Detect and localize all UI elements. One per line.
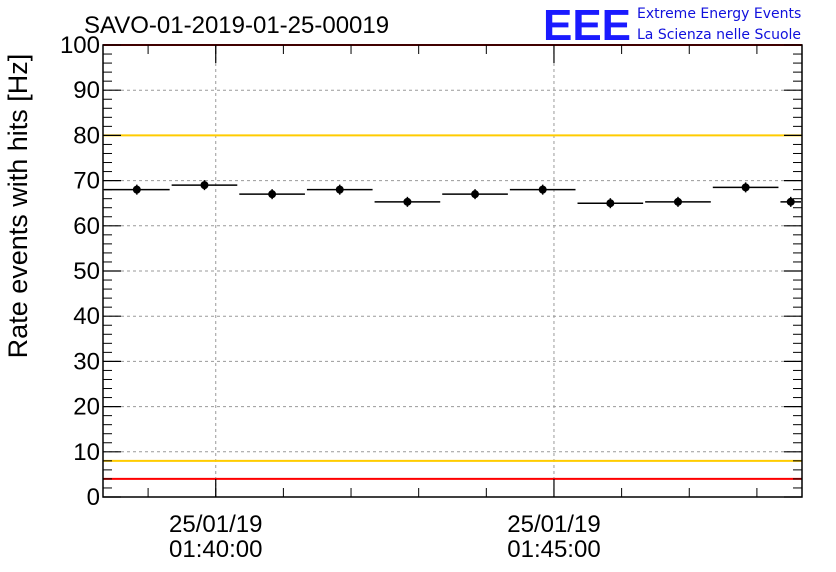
y-axis-label: Rate events with hits [Hz] <box>3 54 33 359</box>
data-point <box>741 183 750 192</box>
data-series <box>104 180 801 209</box>
y-tick-label: 50 <box>73 258 100 285</box>
grid-layer <box>103 45 802 497</box>
y-tick-label: 60 <box>73 213 100 240</box>
data-point <box>335 185 344 194</box>
y-tick-label: 70 <box>73 168 100 195</box>
y-tick-label: 100 <box>60 32 100 59</box>
y-tick-label: 40 <box>73 303 100 330</box>
reference-lines <box>103 44 802 480</box>
data-point <box>132 185 141 194</box>
logo-line-1: Extreme Energy Events <box>637 6 801 22</box>
x-tick-date-label: 25/01/19 <box>169 511 262 538</box>
y-tick-label: 20 <box>73 394 100 421</box>
y-tick-label: 80 <box>73 122 100 149</box>
y-tick-label: 10 <box>73 439 100 466</box>
x-tick-time-label: 01:45:00 <box>507 536 600 563</box>
x-tick-date-label: 25/01/19 <box>507 511 600 538</box>
chart-title: SAVO-01-2019-01-25-00019 <box>84 12 389 39</box>
y-tick-label: 90 <box>73 77 100 104</box>
data-point <box>200 181 209 190</box>
x-tick-time-label: 01:40:00 <box>169 536 262 563</box>
data-point <box>471 190 480 199</box>
y-tick-labels: 0 10 20 30 40 50 60 70 80 90 100 <box>60 32 100 511</box>
data-point <box>673 197 682 206</box>
data-point <box>606 199 615 208</box>
data-point <box>403 197 412 206</box>
axis-ticks <box>103 44 802 498</box>
y-tick-label: 0 <box>87 484 100 511</box>
logo-line-2: La Scienza nelle Scuole <box>637 27 801 43</box>
data-point <box>538 185 547 194</box>
data-point <box>268 190 277 199</box>
eee-logo-mark: EEE <box>543 1 631 50</box>
y-tick-label: 30 <box>73 348 100 375</box>
eee-logo: EEE Extreme Energy Events La Scienza nel… <box>543 1 801 50</box>
data-point <box>786 197 795 206</box>
